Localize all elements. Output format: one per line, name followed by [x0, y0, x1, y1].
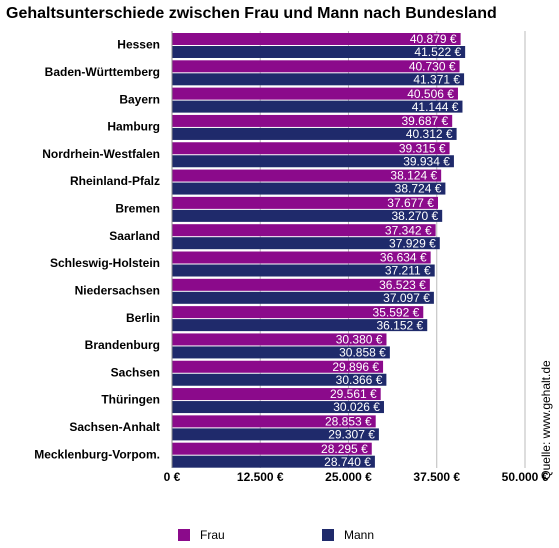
bar — [172, 333, 387, 346]
value-label: 40.506 € — [407, 87, 454, 101]
value-label: 37.677 € — [387, 196, 434, 210]
bar — [172, 264, 435, 277]
value-label: 37.097 € — [383, 291, 430, 305]
value-label: 30.026 € — [333, 400, 380, 414]
value-label: 37.342 € — [385, 223, 432, 237]
y-tick-label: Berlin — [126, 311, 160, 325]
value-label: 29.307 € — [328, 428, 375, 442]
x-tick-label: 25.000 € — [325, 470, 372, 484]
x-tick-label: 37.500 € — [413, 470, 460, 484]
y-tick-label: Sachsen-Anhalt — [69, 420, 160, 434]
value-label: 39.687 € — [401, 114, 448, 128]
value-label: 30.380 € — [336, 333, 383, 347]
bar — [172, 224, 436, 237]
value-label: 28.295 € — [321, 442, 368, 456]
y-tick-label: Thüringen — [101, 393, 160, 407]
chart-title: Gehaltsunterschiede zwischen Frau und Ma… — [6, 5, 497, 22]
value-label: 36.523 € — [379, 278, 426, 292]
y-tick-label: Rheinland-Pfalz — [70, 174, 160, 188]
y-tick-label: Saarland — [109, 229, 160, 243]
y-tick-label: Bayern — [119, 92, 160, 106]
bar — [172, 100, 463, 113]
bar — [172, 127, 457, 140]
x-tick-label: 0 € — [164, 470, 181, 484]
value-label: 37.211 € — [385, 264, 431, 278]
source: Quelle: www.gehalt.de — [539, 360, 553, 480]
bar — [172, 87, 458, 100]
value-label: 37.929 € — [389, 236, 436, 250]
bar — [172, 46, 466, 58]
bar — [172, 291, 434, 304]
value-label: 29.561 € — [330, 387, 377, 401]
legend-swatch — [178, 529, 190, 541]
value-label: 40.730 € — [409, 59, 456, 73]
bar — [172, 73, 465, 86]
bar — [172, 346, 390, 359]
bar — [172, 155, 454, 168]
bar — [172, 401, 384, 414]
x-tick-label: 12.500 € — [237, 470, 284, 484]
bar — [172, 196, 438, 209]
y-tick-label: Baden-Württemberg — [45, 65, 160, 79]
y-tick-label: Hamburg — [107, 120, 160, 134]
value-label: 29.896 € — [332, 360, 379, 374]
bar — [172, 306, 424, 319]
y-tick-label: Brandenburg — [85, 338, 160, 352]
bar — [172, 319, 428, 332]
value-label: 28.853 € — [325, 415, 372, 429]
bar — [172, 388, 381, 401]
bar — [172, 142, 450, 155]
y-tick-label: Schleswig-Holstein — [50, 256, 160, 270]
y-tick-label: Mecklenburg-Vorpom. — [34, 447, 160, 461]
value-label: 41.371 € — [413, 72, 460, 86]
y-tick-label: Hessen — [117, 38, 160, 52]
legend-label: Frau — [200, 528, 225, 542]
value-label: 28.740 € — [324, 455, 371, 469]
bar — [172, 455, 375, 468]
value-label: 30.858 € — [339, 346, 386, 360]
bar — [172, 60, 460, 73]
x-tick-label: 50.000 € — [502, 470, 549, 484]
bar — [172, 182, 446, 195]
value-label: 39.934 € — [403, 154, 450, 168]
value-label: 41.144 € — [412, 100, 459, 114]
value-label: 30.366 € — [336, 373, 383, 387]
y-tick-label: Nordrhein-Westfalen — [42, 147, 160, 161]
bar — [172, 251, 431, 264]
bar — [172, 114, 453, 127]
bar — [172, 169, 442, 182]
bar — [172, 278, 430, 291]
value-label: 41.522 € — [414, 45, 461, 59]
legend-label: Mann — [344, 528, 374, 542]
value-label: 40.879 € — [410, 32, 457, 46]
value-label: 38.124 € — [390, 169, 437, 183]
legend-swatch — [322, 529, 334, 541]
y-tick-label: Niedersachsen — [75, 283, 160, 297]
y-tick-label: Bremen — [115, 202, 160, 216]
bar — [172, 428, 379, 441]
value-label: 40.312 € — [406, 127, 453, 141]
bar — [172, 237, 440, 250]
value-label: 39.315 € — [399, 141, 446, 155]
value-label: 36.634 € — [380, 251, 427, 265]
bar — [172, 209, 443, 222]
value-label: 38.724 € — [395, 182, 442, 196]
bar — [172, 33, 461, 45]
value-label: 35.592 € — [373, 305, 420, 319]
bar — [172, 415, 376, 428]
bar — [172, 360, 384, 373]
value-label: 36.152 € — [377, 318, 424, 332]
y-tick-label: Sachsen — [111, 365, 160, 379]
bar — [172, 442, 372, 455]
bar — [172, 373, 387, 386]
value-label: 38.270 € — [391, 209, 438, 223]
